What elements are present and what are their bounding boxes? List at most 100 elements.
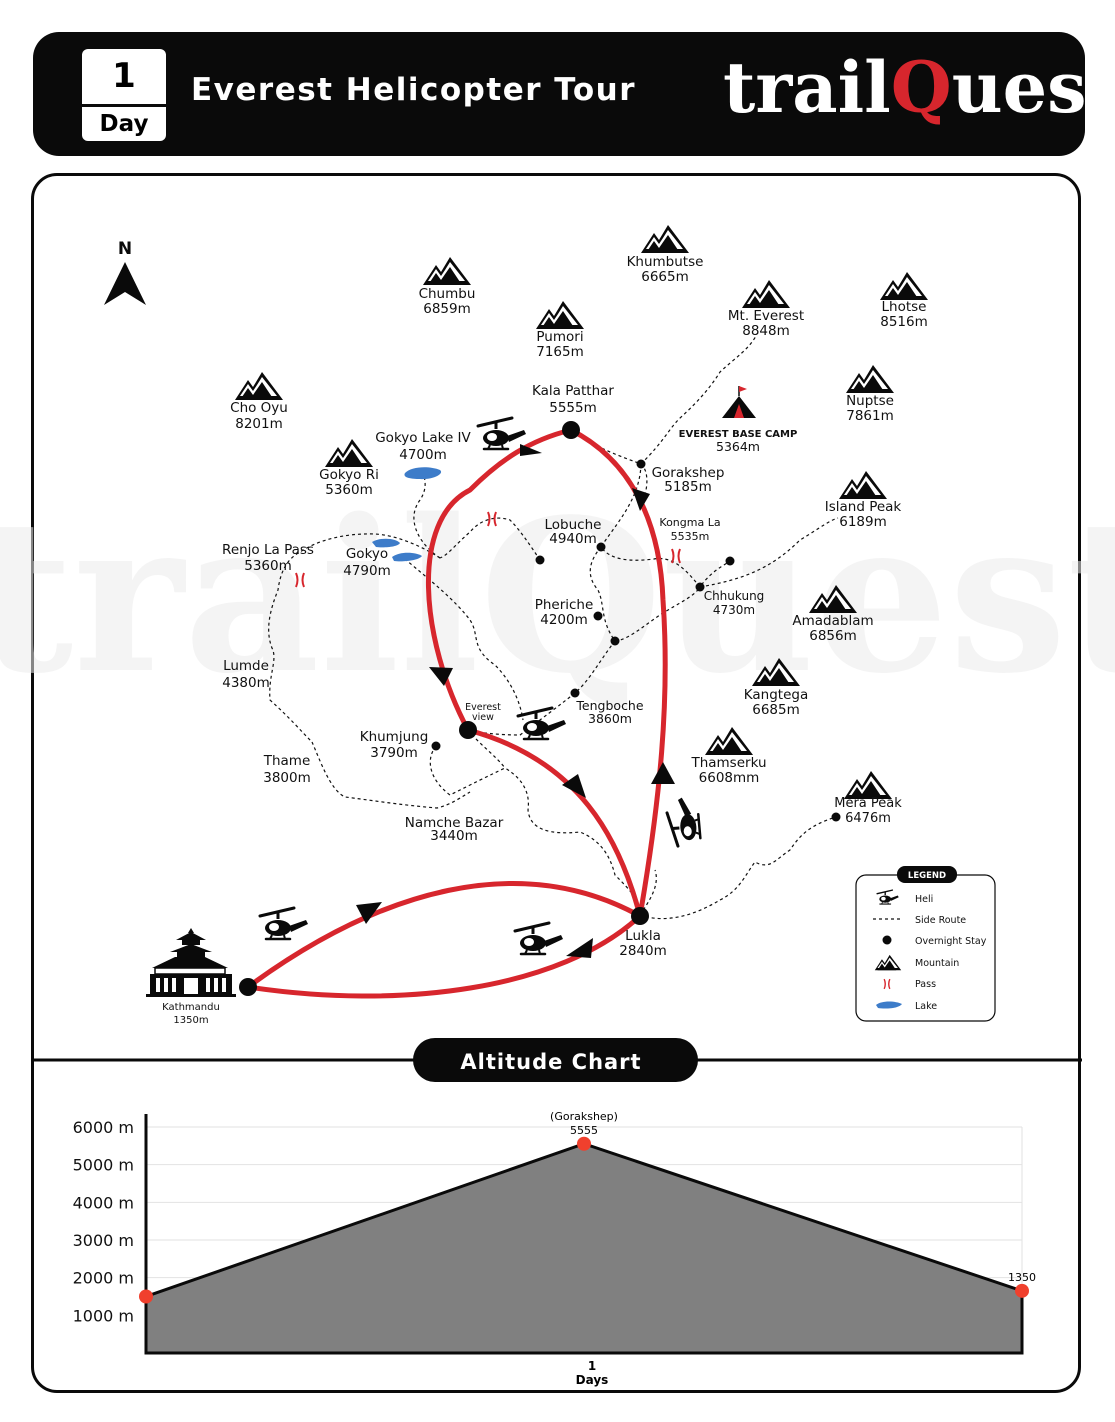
mountain-alt: 6189m: [839, 514, 887, 530]
place-labels: Kala Patthar 5555m Gokyo Lake IV 4700m E…: [162, 383, 797, 1026]
place-name: Chhukung: [704, 589, 765, 603]
mountain-alt: 7165m: [536, 344, 584, 360]
mountain-name: Kangtega: [744, 687, 808, 703]
mountain-alt: 5360m: [325, 482, 373, 498]
overnight-stay-icon: [459, 721, 477, 739]
mountain-alt: 6685m: [752, 702, 800, 718]
mountain-alt: 6608mm: [699, 770, 760, 786]
lake-icon: [876, 1001, 902, 1009]
mountain-icon: [536, 301, 584, 329]
stay-markers: [239, 421, 841, 996]
route-arrows: [356, 444, 675, 958]
mountain-name: Lhotse: [882, 299, 927, 315]
compass-label: N: [118, 239, 132, 259]
mountain-alt: 8201m: [235, 416, 283, 432]
place-name: Gorakshep: [652, 465, 725, 481]
logo-suffix: uest: [951, 46, 1115, 129]
logo-prefix: trail: [723, 46, 891, 129]
legend-item: Heli: [915, 894, 933, 905]
day-divider: [82, 104, 166, 107]
place-name: view: [472, 712, 494, 723]
legend-item: Mountain: [915, 958, 959, 969]
legend-title: LEGEND: [908, 871, 946, 881]
place-name: Lobuche: [545, 517, 602, 533]
place-alt: 2840m: [619, 943, 667, 959]
chart-points: (Gorakshep)5555 1350: [139, 1110, 1036, 1304]
place-name: Pheriche: [535, 597, 594, 613]
place-alt: 4380m: [222, 675, 270, 691]
mountain-icon: [641, 225, 689, 253]
logo-q: Q: [890, 46, 952, 129]
legend: LEGEND Heli Side Route Overnight Stay Mo…: [855, 866, 996, 1022]
mountain-name: Amadablam: [792, 613, 873, 629]
place-name: Everest: [465, 702, 501, 713]
chart-title: Altitude Chart: [460, 1050, 641, 1074]
mountain-name: Mera Peak: [834, 796, 902, 811]
altitude-chart: 6000 m 5000 m 4000 m 3000 m 2000 m 1000 m (Go…: [73, 1110, 1036, 1387]
mountain-name: Nuptse: [846, 393, 894, 409]
overnight-stay-icon: [882, 935, 892, 945]
legend-item: Lake: [915, 1001, 937, 1012]
mountain-icon: [705, 727, 753, 755]
base-camp-icon: [722, 386, 756, 418]
compass-icon: N: [104, 239, 146, 305]
place-name: Gokyo Lake IV: [375, 430, 471, 446]
mountain-name: Gokyo Ri: [319, 467, 379, 483]
chart-title-pill: [413, 1038, 698, 1082]
chart-y-tick-label: 2000 m: [73, 1269, 134, 1288]
temple-icon: [146, 928, 236, 997]
place-alt: 4200m: [540, 612, 588, 628]
day-number: 1: [112, 56, 136, 96]
legend-item: Side Route: [915, 915, 966, 926]
mountain-icon: [325, 439, 373, 467]
place-alt: 4700m: [399, 447, 447, 463]
place-alt: 1350m: [173, 1015, 208, 1026]
heli-icon: [476, 416, 528, 451]
chart-y-tick-label: 3000 m: [73, 1231, 134, 1250]
mountain-alt: 6856m: [809, 628, 857, 644]
mountain-alt: 8516m: [880, 314, 928, 330]
mountain-icon: [235, 372, 283, 400]
mountain-alt: 6859m: [423, 301, 471, 317]
place-alt: 4940m: [549, 531, 597, 547]
mountain-icon: [742, 280, 790, 308]
place-alt: 5185m: [664, 479, 712, 495]
chart-x-tick-label: 1: [588, 1359, 596, 1373]
chart-point-label: 5555: [570, 1124, 598, 1137]
mountain-alt: 8848m: [742, 323, 790, 339]
chart-y-tick-label: 1000 m: [73, 1306, 134, 1325]
chart-point: [577, 1136, 591, 1151]
chart-point: [1015, 1283, 1029, 1298]
place-alt: 5360m: [244, 558, 292, 574]
lake-icon: [372, 467, 442, 562]
place-name: Kongma La: [659, 516, 720, 529]
heli-icon: [664, 794, 703, 849]
place-alt: 5364m: [716, 439, 760, 454]
place-alt: 4730m: [713, 603, 755, 617]
place-alt: 3860m: [588, 711, 632, 726]
place-name: Tengboche: [575, 698, 643, 713]
watermark: trailQuest: [0, 473, 1115, 720]
place-alt: 3790m: [370, 745, 418, 761]
place-name: Kala Patthar: [532, 383, 614, 399]
chart-y-tick-label: 4000 m: [73, 1193, 134, 1212]
place-alt: 4790m: [343, 563, 391, 579]
day-label: Day: [99, 111, 149, 137]
side-routes: [268, 335, 839, 920]
mountain-name: Island Peak: [825, 499, 902, 515]
day-badge: 1 Day: [82, 49, 166, 141]
place-name: Khumjung: [360, 729, 429, 745]
chart-area: [144, 1142, 1024, 1355]
overnight-stay-icon: [562, 421, 580, 439]
place-alt: 3440m: [430, 828, 478, 844]
chart-point-label: 1350: [1008, 1271, 1036, 1284]
mountain-icon: [880, 272, 928, 300]
chart-point-label: (Gorakshep): [550, 1110, 618, 1123]
mountain-icon: [423, 257, 471, 285]
mountain-name: Khumbutse: [627, 254, 704, 270]
legend-item: Pass: [915, 979, 936, 990]
mountain-alt: 7861m: [846, 408, 894, 424]
chart-y-axis-ticks: 6000 m 5000 m 4000 m 3000 m 2000 m 1000 m: [73, 1118, 134, 1325]
overnight-stay-icon: [239, 978, 257, 996]
place-alt: 5555m: [549, 400, 597, 416]
